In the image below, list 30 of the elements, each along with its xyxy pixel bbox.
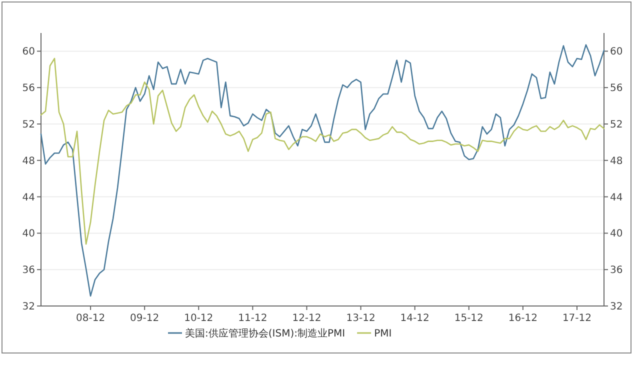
y-tick-label: 40 (22, 228, 35, 240)
x-tick-label: 14-12 (400, 313, 430, 324)
y-tick-label: 60 (22, 46, 35, 58)
y2-tick-label: 32 (610, 302, 623, 312)
y2-tick-label: 52 (610, 120, 623, 130)
x-tick-label: 08-12 (76, 313, 106, 324)
y2-tick-label: 56 (610, 83, 623, 94)
x-tick-label: 09-12 (130, 313, 160, 324)
x-tick-label: 10-12 (184, 313, 214, 324)
y2-tick-label: 40 (610, 228, 623, 240)
x-tick-label: 15-12 (454, 313, 484, 324)
legend-label: 美国:供应管理协会(ISM):制造业PMI (185, 328, 346, 340)
y-tick-label: 48 (22, 156, 35, 167)
line-series (40, 44, 605, 297)
x-tick-label: 11-12 (238, 313, 268, 324)
line-series (40, 58, 605, 245)
y2-tick-label: 60 (610, 46, 623, 58)
x-tick-label: 16-12 (508, 313, 538, 324)
y2-tick-label: 44 (610, 192, 623, 204)
x-tick-label: 13-12 (346, 313, 376, 324)
legend-label: PMI (374, 328, 392, 340)
y2-tick-label: 48 (610, 156, 623, 167)
x-tick-label: 12-12 (292, 313, 322, 324)
y-tick-label: 44 (22, 192, 35, 204)
y-tick-label: 52 (22, 120, 35, 130)
y-tick-label: 56 (22, 83, 35, 94)
y-tick-label: 32 (22, 302, 35, 312)
x-tick-label: 17-12 (562, 313, 592, 324)
y-tick-label: 36 (22, 265, 35, 276)
y2-tick-label: 36 (610, 265, 623, 276)
